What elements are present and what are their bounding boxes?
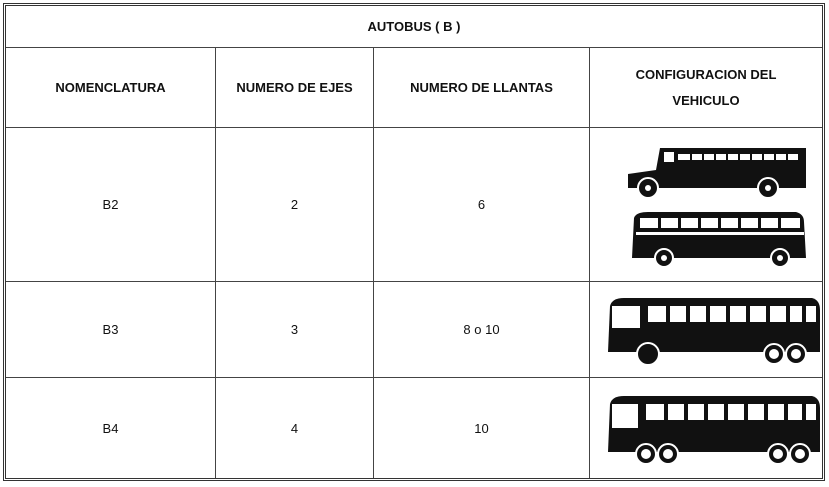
- table-cell: B3: [6, 282, 216, 378]
- table-cell: 10: [374, 378, 590, 478]
- table-cell: 6: [374, 128, 590, 282]
- table-cell: B4: [6, 378, 216, 478]
- header-cell: NOMENCLATURA: [6, 48, 216, 128]
- image-cell: [590, 282, 822, 378]
- table-cell: B2: [6, 128, 216, 282]
- table-title: AUTOBUS ( B ): [6, 6, 822, 48]
- table-cell: 2: [216, 128, 374, 282]
- bus-icon: [608, 298, 820, 366]
- bus-icon: [608, 396, 820, 465]
- header-cell: CONFIGURACION DEL VEHICULO: [590, 48, 822, 128]
- table-frame: AUTOBUS ( B ) NOMENCLATURA NUMERO DE EJE…: [3, 3, 825, 481]
- header-text: CONFIGURACION DEL VEHICULO: [635, 66, 777, 108]
- header-cell: NUMERO DE EJES: [216, 48, 374, 128]
- bus-icon: [632, 212, 806, 268]
- table-cell: 8 o 10: [374, 282, 590, 378]
- header-cell: NUMERO DE LLANTAS: [374, 48, 590, 128]
- table-cell: 3: [216, 282, 374, 378]
- image-cell: [590, 128, 822, 282]
- bus-icon: [628, 148, 806, 199]
- table-cell: 4: [216, 378, 374, 478]
